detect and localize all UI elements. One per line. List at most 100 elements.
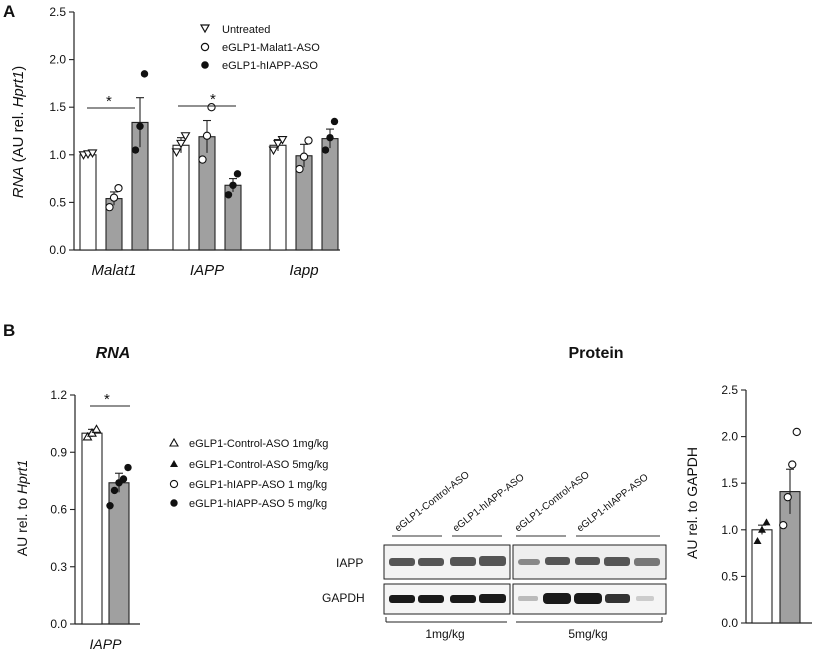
iapp-band-7 — [575, 557, 600, 565]
panel-a-ylabel: RNA (AU rel. Hprt1) — [10, 66, 27, 199]
legend-label-malat1-aso: eGLP1-Malat1-ASO — [222, 42, 320, 54]
panel-b-legend: eGLP1-Control-ASO 1mg/kg eGLP1-Control-A… — [169, 437, 328, 510]
panel-a-legend: Untreated eGLP1-Malat1-ASO eGLP1-hIAPP-A… — [199, 24, 320, 72]
gapdh-band-5 — [518, 596, 538, 601]
western-blot: eGLP1-Control-ASO eGLP1-hIAPP-ASO eGLP1-… — [322, 469, 667, 641]
panel-b-category-label: IAPP — [90, 636, 123, 649]
panel-a-category-label: Malat1 — [91, 262, 136, 279]
legend-marker-hiapp-1 — [169, 479, 179, 489]
panel-a-point-2-2 — [330, 117, 339, 126]
iapp-band-4 — [479, 556, 506, 566]
gapdh-band-1 — [389, 595, 415, 603]
panel-a-bar-0-1 — [172, 144, 190, 251]
panel-b-letter: B — [3, 321, 15, 340]
panel-a-point-2-1 — [233, 170, 242, 178]
legend-marker-hiapp-5 — [170, 499, 178, 507]
panel-a-point-1-0 — [114, 183, 123, 193]
panel-a-point-0-2 — [277, 136, 288, 145]
gapdh-band-4 — [479, 594, 506, 603]
iapp-band-1 — [389, 558, 415, 566]
legend-label-hiapp-1: eGLP1-hIAPP-ASO 1 mg/kg — [189, 479, 327, 491]
panel-a-point-1-1 — [202, 131, 212, 140]
panel-b-ytick-label: 1.2 — [50, 388, 67, 402]
sig-star-b: * — [104, 391, 110, 408]
panel-b-ytick-label: 0.6 — [50, 503, 67, 517]
panel-a-point-2-2 — [321, 146, 330, 154]
panel-a-point-0-1 — [176, 139, 186, 149]
panel-b-point-1-0 — [124, 463, 132, 472]
panel-b-point-1-0 — [110, 486, 119, 495]
panel-c-point-0-0 — [753, 536, 762, 544]
panel-a-point-2-0 — [131, 146, 140, 154]
panel-a-point-0-2 — [268, 146, 279, 156]
panel-a-bar-0-0 — [79, 154, 97, 251]
panel-c-point-1-0 — [788, 460, 797, 469]
legend-label-untreated: Untreated — [222, 24, 270, 36]
panel-a-category-label: IAPP — [190, 262, 224, 279]
panel-b-point-1-0 — [106, 501, 114, 510]
panel-a-point-1-2 — [304, 136, 313, 145]
panel-a-point-1-0 — [109, 193, 119, 202]
iapp-band-2 — [418, 558, 444, 566]
gapdh-band-6 — [543, 593, 571, 604]
panel-b-ylabel-au: AU rel. to — [14, 494, 30, 556]
legend-label-hiapp-aso: eGLP1-hIAPP-ASO — [222, 60, 318, 72]
panel-a-point-1-2 — [295, 164, 304, 174]
panel-a-point-0-1 — [180, 132, 191, 141]
panel-a-ytick-label: 1.0 — [49, 148, 66, 162]
panel-b-point-1-0 — [119, 475, 128, 483]
panel-c-point-0-0 — [758, 525, 766, 533]
panel-a-ylabel-au: (AU rel. — [10, 107, 27, 166]
panel-b-rna-chart: 0.00.30.60.91.2 IAPP AU rel. to Hprt1 * … — [14, 388, 328, 649]
panel-b-ylabel: AU rel. to Hprt1 — [14, 460, 30, 556]
protein-title: Protein — [568, 345, 623, 362]
panel-a-bar-1-1 — [198, 136, 216, 251]
panel-b-ytick-label: 0.3 — [50, 560, 67, 574]
blot-row-label-gapdh: GAPDH — [322, 591, 365, 605]
panel-a-point-1-0 — [105, 203, 114, 212]
gapdh-band-7 — [574, 593, 602, 604]
panel-a-point-1-1 — [198, 155, 207, 164]
legend-label-hiapp-5: eGLP1-hIAPP-ASO 5 mg/kg — [189, 498, 327, 510]
legend-label-control-5: eGLP1-Control-ASO 5mg/kg — [189, 459, 328, 471]
panel-c-point-1-0 — [792, 427, 801, 437]
panel-b-point-0-0 — [91, 424, 102, 433]
panel-c-ytick-label: 2.5 — [721, 383, 738, 397]
panel-a-bar-2-2 — [321, 138, 339, 251]
panel-c-ytick-label: 0.0 — [721, 616, 738, 630]
iapp-band-6 — [545, 557, 570, 565]
panel-c-point-0-0 — [762, 518, 771, 526]
panel-c-ytick-label: 1.5 — [721, 476, 738, 490]
sig-star-malat1: * — [106, 93, 112, 110]
panel-a-ytick-label: 0.0 — [49, 243, 66, 257]
legend-marker-malat1-aso — [200, 42, 210, 52]
panel-a-ytick-label: 2.5 — [49, 5, 66, 19]
panel-a-ylabel-close: ) — [10, 66, 27, 71]
blot-row-label-iapp: IAPP — [336, 556, 363, 570]
panel-a-point-0-1 — [171, 148, 182, 158]
panel-a-point-0-0 — [87, 149, 98, 159]
panel-a-letter: A — [3, 2, 15, 21]
panel-b-ylabel-gene: Hprt1 — [14, 460, 30, 494]
dose-label-1mg: 1mg/kg — [425, 627, 464, 641]
panel-c-point-1-0 — [779, 520, 788, 530]
panel-a-point-2-0 — [140, 70, 149, 78]
panel-a-chart: 0.0 0.5 1.0 1.5 2.0 2.5 Malat1 IAPP Iapp RNA (A… — [10, 5, 340, 279]
panel-a-point-0-2 — [273, 139, 283, 149]
panel-a-point-2-1 — [229, 181, 237, 189]
iapp-band-9 — [634, 558, 660, 566]
iapp-bands — [389, 556, 660, 566]
panel-a-point-2-0 — [136, 122, 144, 130]
panel-a-point-1-1 — [207, 103, 216, 112]
panel-c-ylabel: AU rel. to GAPDH — [684, 447, 700, 559]
gapdh-band-2 — [418, 595, 444, 603]
legend-marker-hiapp-aso — [201, 61, 209, 69]
panel-a-point-2-1 — [224, 191, 233, 199]
gapdh-bands — [389, 593, 654, 604]
panel-a-category-label: Iapp — [289, 262, 318, 279]
legend-label-control-1: eGLP1-Control-ASO 1mg/kg — [189, 438, 328, 450]
panel-b-ytick-label: 0.0 — [50, 617, 67, 631]
iapp-band-8 — [604, 557, 630, 566]
gapdh-band-3 — [450, 595, 476, 603]
